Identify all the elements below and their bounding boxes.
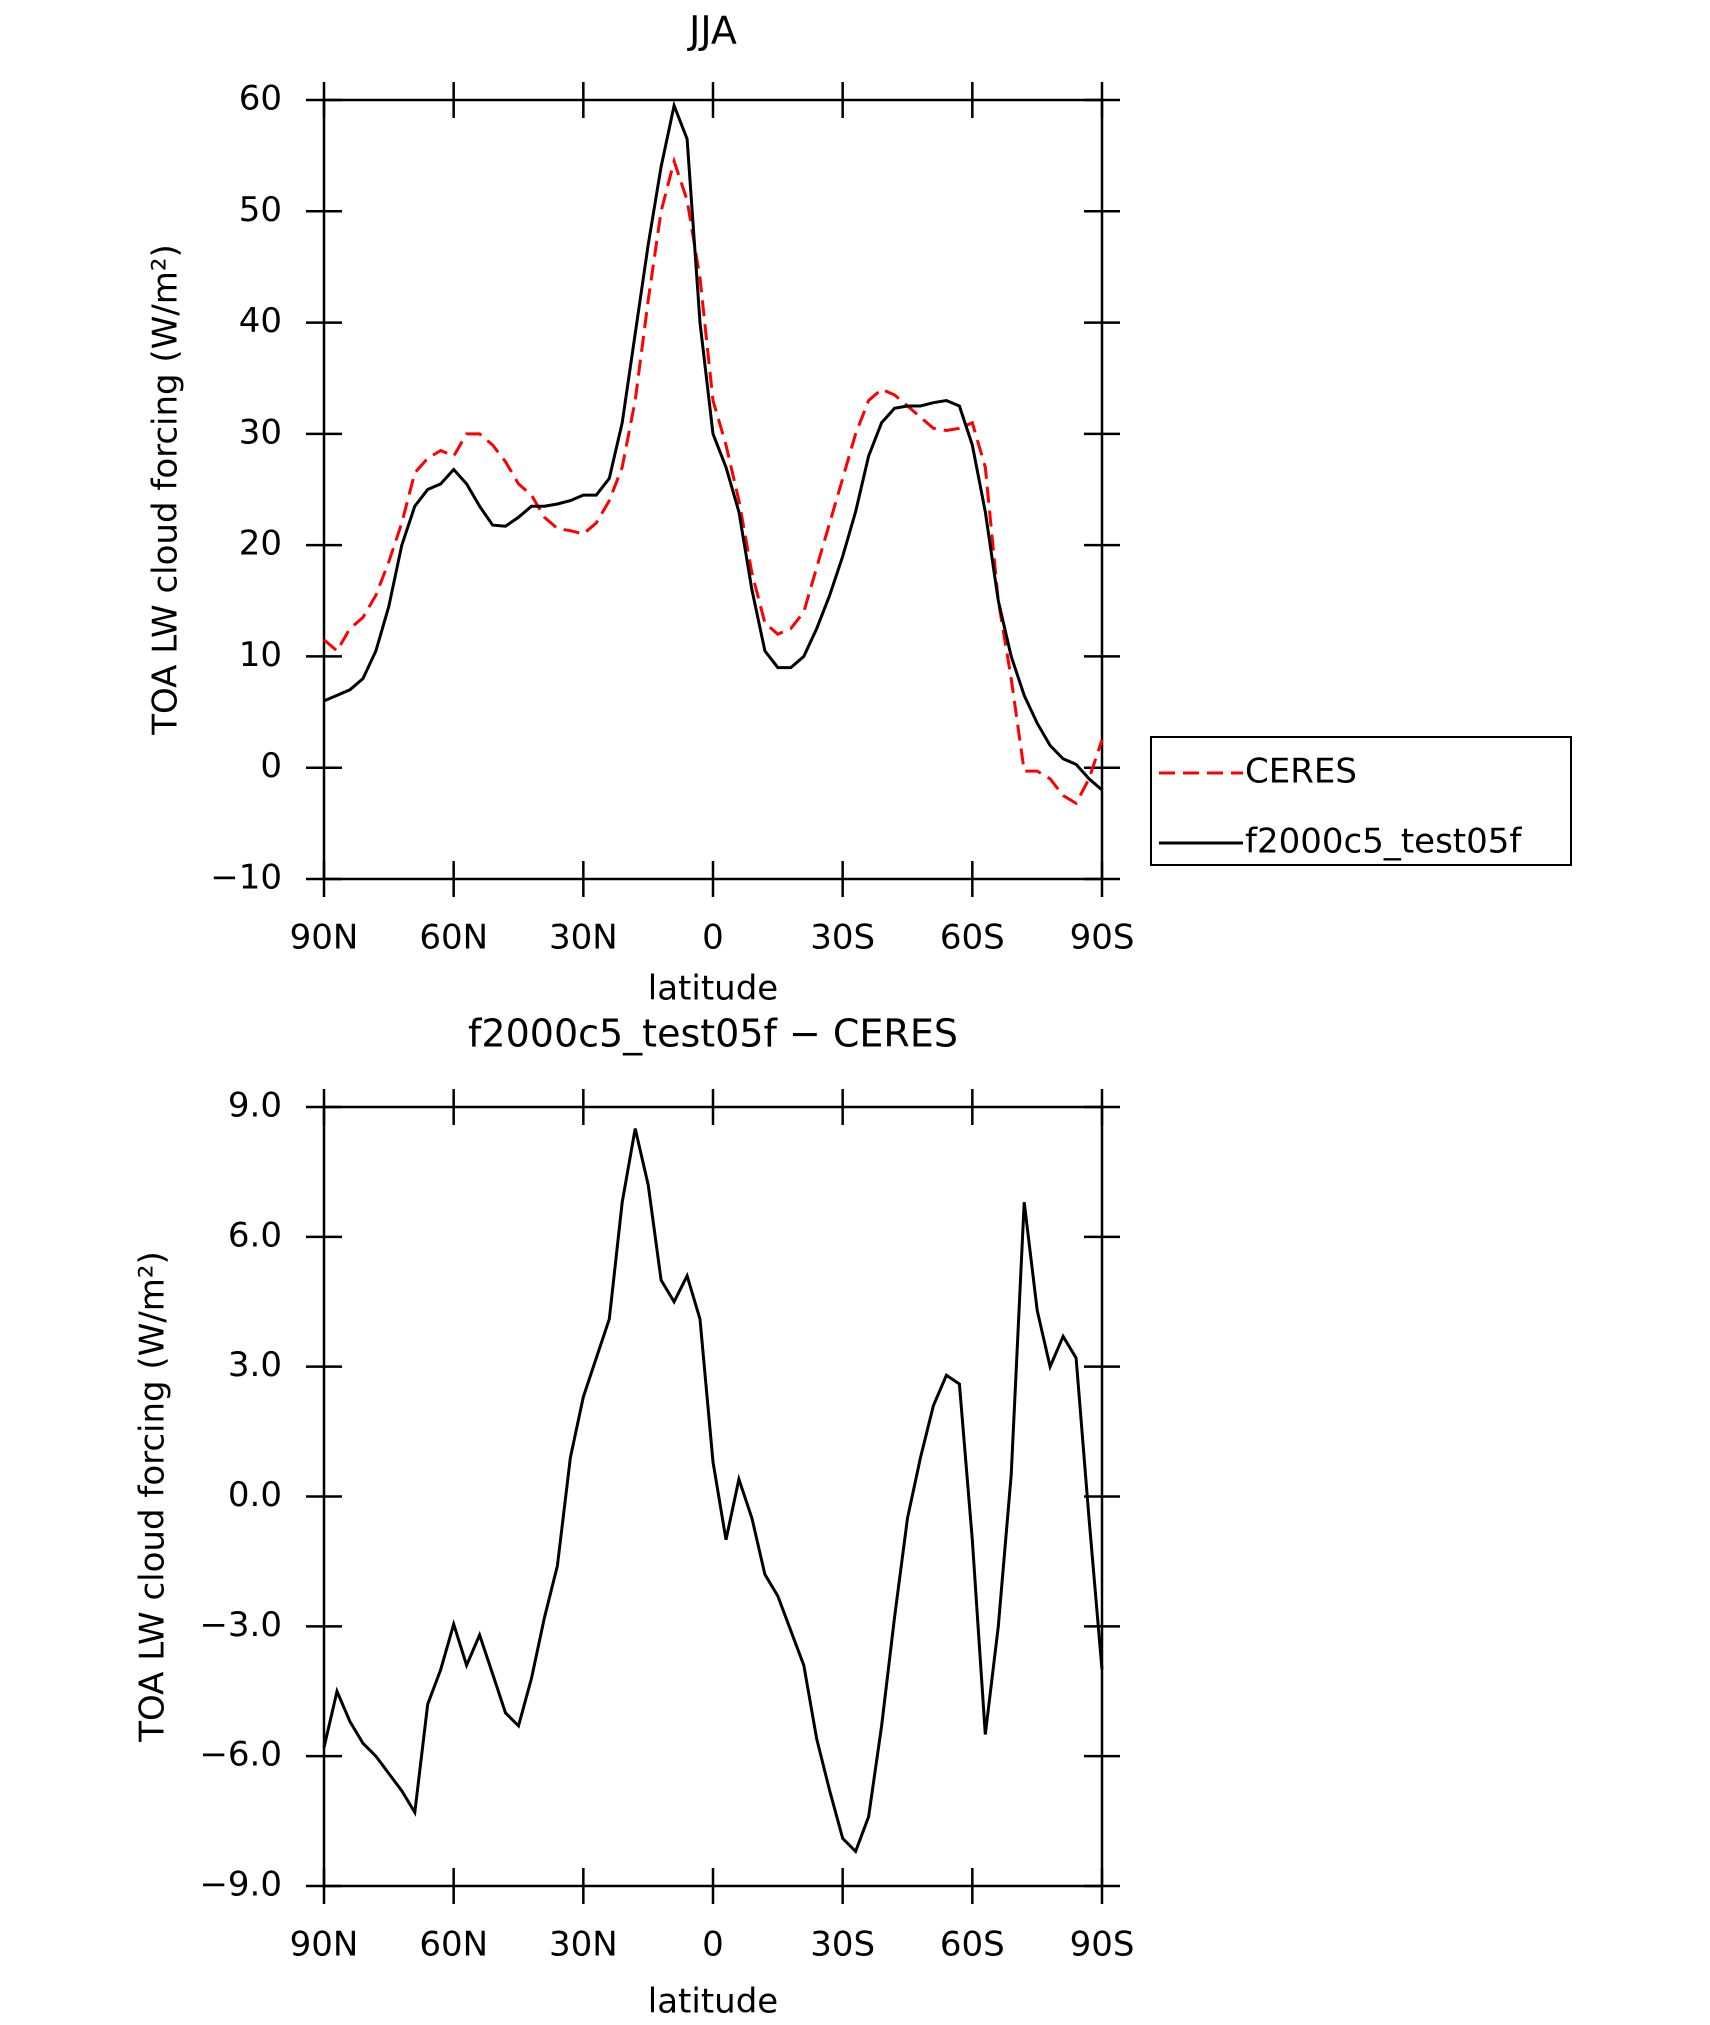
x-tick-label: 60S (940, 918, 1005, 958)
x-tick-label: 90S (1070, 918, 1135, 958)
x-tick-label: 90N (290, 918, 359, 958)
legend-label: CERES (1245, 752, 1357, 792)
x-axis-label: latitude (648, 1982, 778, 2022)
y-tick-label: 0.0 (228, 1475, 282, 1515)
x-tick-label: 0 (702, 1925, 724, 1965)
y-tick-label: 9.0 (228, 1086, 282, 1126)
plot-frame (322, 98, 1104, 881)
legend-box (1150, 736, 1572, 866)
x-tick-label: 30N (549, 918, 618, 958)
chart-title: JJA (687, 9, 737, 53)
y-tick-label: 10 (239, 635, 282, 675)
y-tick-label: 30 (239, 412, 282, 452)
data-line (322, 1128, 1104, 1855)
x-tick-label: 30S (810, 1925, 875, 1965)
y-tick-label: −3.0 (199, 1605, 282, 1645)
y-tick-label: 50 (239, 190, 282, 230)
y-tick-label: 40 (239, 301, 282, 341)
chart-title: f2000c5_test05f − CERES (468, 1012, 958, 1056)
x-tick-label: 30S (810, 918, 875, 958)
x-tick-label: 60N (419, 918, 488, 958)
y-tick-label: 3.0 (228, 1345, 282, 1385)
y-tick-label: 6.0 (228, 1215, 282, 1255)
x-tick-label: 0 (702, 918, 724, 958)
y-tick-label: 0 (260, 746, 282, 786)
x-tick-label: 60N (419, 1925, 488, 1965)
plot-frame (322, 1105, 1104, 1888)
data-line (323, 155, 1104, 806)
y-tick-label: −10 (210, 858, 282, 898)
x-tick-label: 90S (1070, 1925, 1135, 1965)
legend-label: f2000c5_test05f (1245, 822, 1522, 862)
y-tick-label: 20 (239, 524, 282, 564)
y-tick-label: −6.0 (199, 1735, 282, 1775)
x-tick-label: 60S (940, 1925, 1005, 1965)
y-tick-label: −9.0 (199, 1865, 282, 1905)
y-axis-label: TOA LW cloud forcing (W/m²) (146, 244, 186, 736)
x-tick-label: 30N (549, 1925, 618, 1965)
x-tick-label: 90N (290, 1925, 359, 1965)
y-axis-label: TOA LW cloud forcing (W/m²) (133, 1251, 173, 1743)
x-axis-label: latitude (648, 969, 778, 1009)
data-line (323, 100, 1103, 792)
y-tick-label: 60 (239, 79, 282, 119)
